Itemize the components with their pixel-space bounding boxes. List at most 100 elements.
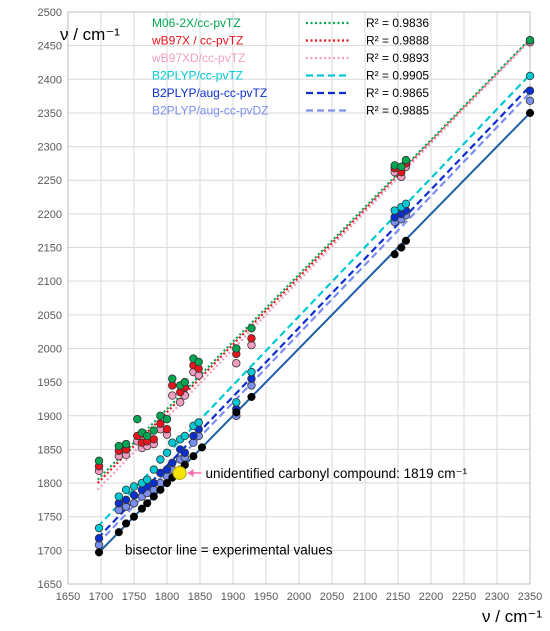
x-axis-label: ν / cm⁻¹: [482, 607, 542, 626]
y-tick-label: 1750: [38, 512, 62, 524]
data-point-series-2: [149, 435, 158, 444]
x-tick-label: 1650: [56, 591, 80, 603]
data-point-series-2: [247, 334, 256, 343]
legend-series-name: B2PLYP/aug-cc-pvTZ: [152, 86, 267, 100]
bisector-point: [197, 443, 207, 452]
data-point-series-4: [149, 465, 158, 474]
data-point-series-1: [94, 456, 104, 466]
bisector-point: [156, 485, 165, 494]
data-point-series-4: [390, 206, 399, 215]
data-point-series-4: [180, 431, 190, 441]
annotation-label: unidentified carbonyl compound: 1819 cm⁻…: [206, 466, 468, 481]
y-tick-label: 1850: [38, 444, 62, 456]
x-tick-label: 2000: [287, 591, 311, 603]
y-tick-label: 2150: [38, 243, 62, 255]
bisector-point: [149, 492, 158, 501]
data-point-series-4: [142, 475, 152, 484]
x-tick-label: 2350: [518, 591, 542, 603]
data-point-series-5: [189, 431, 198, 441]
bisector-point: [189, 452, 198, 461]
legend-r2-value: R² = 0.9888: [366, 34, 429, 48]
y-tick-label: 2450: [38, 41, 62, 53]
data-point-series-1: [194, 357, 203, 367]
legend-r2-value: R² = 0.9836: [366, 16, 429, 30]
fit-line-1: [96, 38, 531, 481]
legend-r2-value: R² = 0.9893: [366, 51, 429, 65]
data-point-series-6: [525, 96, 535, 106]
data-point-series-1: [133, 414, 142, 424]
y-tick-label: 2300: [38, 142, 62, 154]
data-point-series-5: [129, 490, 139, 500]
data-point-series-1: [180, 377, 190, 387]
data-point-series-1: [156, 411, 165, 420]
x-tick-label: 2050: [320, 591, 344, 603]
x-tick-label: 1750: [122, 591, 146, 603]
data-point-series-3: [232, 359, 241, 368]
legend-series-name: wB97XD/cc-pvTZ: [151, 51, 245, 65]
annotation: unidentified carbonyl compound: 1819 cm⁻…: [125, 465, 468, 557]
x-tick-label: 1900: [221, 591, 245, 603]
data-point-series-4: [194, 418, 203, 427]
data-point-series-5: [162, 465, 172, 474]
data-point-series-1: [247, 324, 256, 333]
data-point-series-1: [525, 36, 535, 45]
bisector-point: [114, 528, 123, 537]
y-tick-label: 2350: [38, 108, 62, 120]
y-tick-label: 2200: [38, 209, 62, 221]
data-point-series-4: [168, 438, 177, 447]
bisector-point: [401, 236, 410, 245]
x-tick-label: 2200: [419, 591, 443, 603]
data-point-series-5: [149, 478, 158, 488]
y-tick-label: 2500: [38, 7, 62, 19]
data-point-series-4: [129, 482, 139, 491]
data-point-series-1: [397, 162, 406, 171]
data-point-series-4: [232, 398, 241, 407]
bisector-point: [232, 408, 241, 417]
data-point-series-3: [168, 391, 177, 400]
data-point-series-2: [162, 425, 172, 434]
axes: 1650 1700 1750 1800 1850 1900 1950 2000 2050 2100…: [38, 7, 543, 603]
data-point-series-4: [94, 523, 104, 533]
legend-series-name: M06-2X/cc-pvTZ: [152, 16, 241, 30]
data-point-series-4: [156, 455, 165, 464]
data-point-series-5: [94, 534, 104, 543]
x-tick-label: 1700: [89, 591, 113, 603]
x-tick-label: 1850: [188, 591, 212, 603]
y-tick-label: 1700: [38, 545, 62, 557]
x-tick-label: 1800: [155, 591, 179, 603]
data-point-series-5: [180, 448, 190, 457]
bisector-label: bisector line = experimental values: [125, 542, 333, 557]
unidentified-compound-point: [172, 465, 187, 480]
x-tick-label: 2250: [452, 591, 476, 603]
data-point-series-4: [401, 199, 411, 208]
legend-r2-value: R² = 0.9865: [366, 86, 429, 100]
fit-line-3: [96, 39, 531, 491]
data-point-series-4: [114, 492, 124, 501]
legend-series-name: B2PLYP/aug-cc-pvDZ: [152, 104, 269, 118]
data-point-series-1: [142, 431, 152, 441]
y-tick-label: 1950: [38, 377, 62, 389]
data-point-series-2: [156, 419, 165, 429]
data-point-series-5: [168, 458, 177, 468]
bisector-point: [94, 548, 104, 557]
plot-area-border: [67, 11, 531, 585]
legend-r2-value: R² = 0.9905: [366, 69, 429, 83]
bisector-point: [247, 392, 256, 401]
data-point-series-5: [156, 468, 165, 478]
data-points: [94, 36, 535, 557]
data-point-series-6: [129, 499, 139, 508]
legend-series-name: wB97X / cc-pvTZ: [151, 34, 243, 48]
x-tick-label: 1950: [254, 591, 278, 603]
legend-r2-value: R² = 0.9885: [366, 104, 429, 118]
annotation-arrowhead: [187, 468, 194, 477]
data-point-series-1: [121, 439, 131, 449]
data-point-series-5: [525, 86, 535, 95]
data-point-series-1: [168, 374, 177, 383]
data-point-series-1: [149, 426, 158, 435]
y-tick-label: 2000: [38, 343, 62, 355]
bisector-point: [143, 499, 152, 508]
bisector-point: [390, 250, 399, 259]
x-tick-label: 2100: [353, 591, 377, 603]
